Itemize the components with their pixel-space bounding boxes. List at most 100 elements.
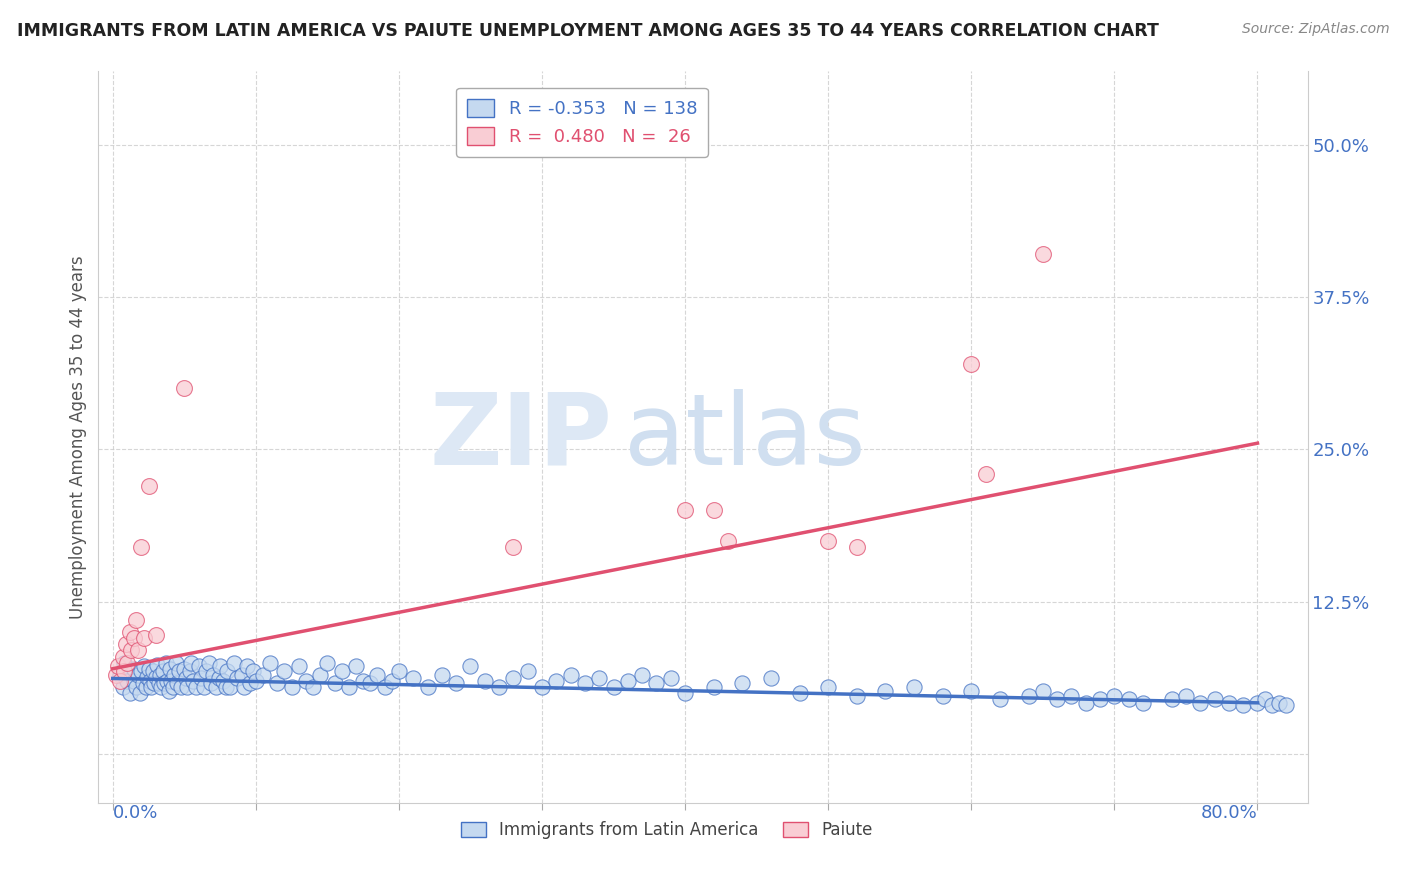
Point [1032,683,1054,698]
Point [245,673,267,688]
Point [120,643,142,657]
Point [173,381,195,395]
Point [273,664,295,678]
Point [146,658,169,673]
Point [1232,698,1254,713]
Point [153,676,176,690]
Point [502,672,524,686]
Text: 0.0%: 0.0% [112,805,157,822]
Point [703,680,725,694]
Point [166,676,188,690]
Point [114,637,136,651]
Point [162,680,184,694]
Point [416,680,439,694]
Point [645,676,668,690]
Point [124,613,146,627]
Point [602,680,624,694]
Point [201,667,224,681]
Point [931,689,953,703]
Point [588,672,610,686]
Point [759,672,782,686]
Point [209,659,232,673]
Point [1189,696,1212,710]
Point [731,676,754,690]
Point [266,676,288,690]
Text: Source: ZipAtlas.com: Source: ZipAtlas.com [1241,22,1389,37]
Point [1160,692,1182,706]
Point [444,676,467,690]
Point [145,627,167,641]
Point [204,680,226,694]
Point [131,664,153,678]
Point [903,680,925,694]
Point [309,667,332,681]
Point [118,625,141,640]
Point [1118,692,1140,706]
Point [430,667,453,681]
Point [115,673,138,688]
Point [157,683,180,698]
Point [239,676,262,690]
Point [231,667,253,681]
Text: 80.0%: 80.0% [1201,805,1257,822]
Point [193,680,215,694]
Point [136,670,159,684]
Point [149,667,172,681]
Point [212,673,235,688]
Point [402,672,425,686]
Point [179,664,201,678]
Point [845,540,868,554]
Point [1088,692,1111,706]
Point [659,672,682,686]
Point [359,676,381,690]
Point [122,632,145,646]
Point [817,533,839,548]
Point [1261,698,1284,713]
Point [131,540,153,554]
Point [673,503,696,517]
Point [323,676,346,690]
Point [259,656,281,670]
Point [107,659,129,673]
Point [960,683,983,698]
Point [124,680,146,694]
Point [200,676,222,690]
Point [150,680,173,694]
Point [215,680,238,694]
Point [252,667,274,681]
Point [845,689,868,703]
Point [374,680,396,694]
Text: atlas: atlas [624,389,866,485]
Y-axis label: Unemployment Among Ages 35 to 44 years: Unemployment Among Ages 35 to 44 years [69,255,87,619]
Point [143,676,166,690]
Point [160,673,183,688]
Point [1174,689,1197,703]
Point [139,673,162,688]
Point [1104,689,1126,703]
Point [381,673,404,688]
Point [155,656,177,670]
Point [1032,247,1054,261]
Point [366,667,388,681]
Point [148,676,170,690]
Point [129,686,152,700]
Point [502,540,524,554]
Point [159,662,181,676]
Point [280,680,302,694]
Point [703,503,725,517]
Point [330,664,353,678]
Point [337,680,360,694]
Point [152,664,174,678]
Point [488,680,510,694]
Point [207,672,229,686]
Point [170,680,193,694]
Point [287,659,309,673]
Point [1268,696,1291,710]
Point [546,673,568,688]
Point [108,667,131,681]
Point [145,670,167,684]
Point [104,667,127,681]
Point [180,656,202,670]
Point [1253,692,1275,706]
Point [789,686,811,700]
